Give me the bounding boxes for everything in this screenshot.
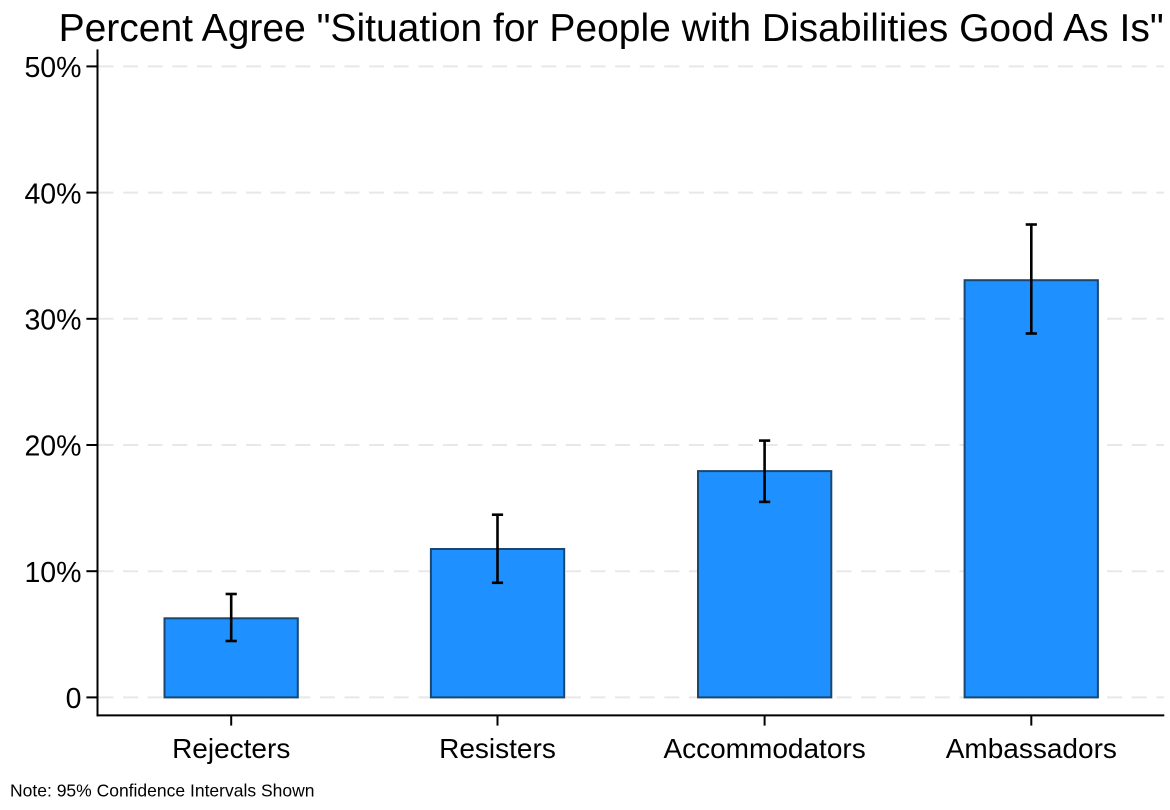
svg-text:Resisters: Resisters bbox=[439, 733, 556, 764]
svg-text:Ambassadors: Ambassadors bbox=[946, 733, 1117, 764]
svg-text:10%: 10% bbox=[24, 557, 81, 589]
svg-text:Note: 95% Confidence Intervals: Note: 95% Confidence Intervals Shown bbox=[10, 781, 314, 801]
svg-text:30%: 30% bbox=[24, 305, 81, 337]
svg-text:Percent Agree "Situation for P: Percent Agree "Situation for People with… bbox=[59, 7, 1164, 50]
svg-text:40%: 40% bbox=[24, 178, 81, 210]
svg-text:20%: 20% bbox=[24, 431, 81, 463]
svg-text:0: 0 bbox=[66, 683, 82, 715]
svg-text:50%: 50% bbox=[24, 52, 81, 84]
svg-text:Accommodators: Accommodators bbox=[663, 733, 865, 764]
svg-text:Rejecters: Rejecters bbox=[172, 733, 290, 764]
